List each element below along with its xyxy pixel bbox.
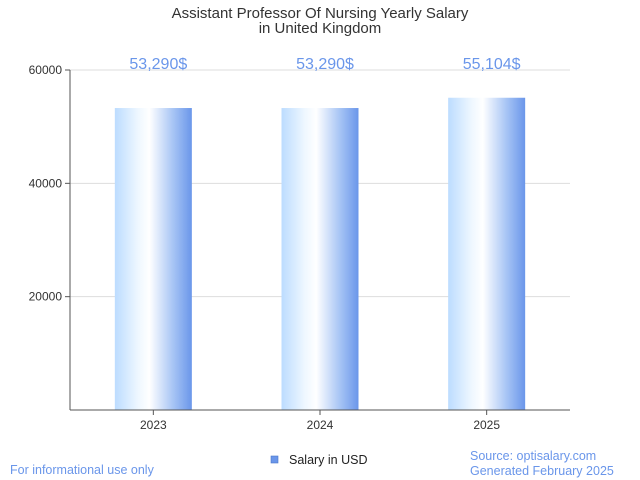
- y-tick-label: 20000: [29, 290, 63, 304]
- footer-generated: Generated February 2025: [470, 464, 614, 478]
- bars: [114, 97, 526, 411]
- chart-title: Assistant Professor Of Nursing Yearly Sa…: [172, 5, 469, 22]
- chart-subtitle: in United Kingdom: [259, 20, 382, 37]
- axes: 20000 40000 60000 2023 2024 2025: [29, 63, 570, 432]
- footer-source: Source: optisalary.com: [470, 449, 596, 463]
- y-tick-label: 40000: [29, 176, 63, 190]
- x-tick-label: 2025: [473, 418, 500, 432]
- footer-disclaimer: For informational use only: [10, 463, 155, 477]
- bar: [114, 108, 192, 411]
- data-label: 53,290$: [129, 56, 187, 73]
- legend-swatch: [270, 455, 279, 464]
- data-label: 55,104$: [463, 56, 521, 73]
- data-label: 53,290$: [296, 56, 354, 73]
- bar: [281, 108, 359, 411]
- x-tick-label: 2024: [307, 418, 334, 432]
- x-tick-label: 2023: [140, 418, 167, 432]
- bar: [448, 97, 526, 410]
- data-labels: 53,290$ 53,290$ 55,104$: [129, 56, 520, 73]
- y-tick-label: 60000: [29, 63, 63, 77]
- legend[interactable]: Salary in USD: [270, 453, 368, 467]
- legend-label: Salary in USD: [289, 453, 368, 467]
